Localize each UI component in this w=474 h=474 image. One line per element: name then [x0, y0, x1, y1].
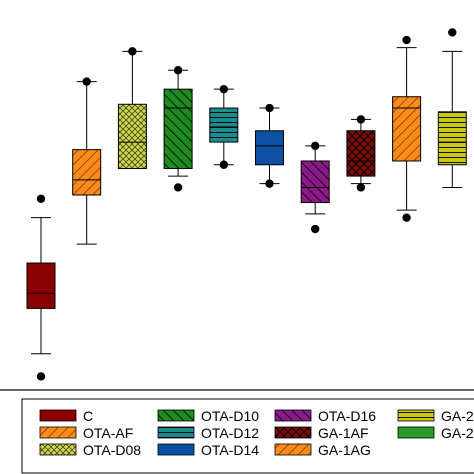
legend-label: GA-2 — [441, 408, 474, 424]
legend-swatch-pattern — [40, 427, 76, 438]
legend-label: GA-1AG — [318, 442, 371, 458]
box-outline — [437, 111, 467, 166]
outlier-point — [265, 103, 274, 113]
box-outline — [346, 130, 376, 177]
legend-item: OTA-D16 — [274, 408, 376, 424]
box-outline — [72, 149, 102, 196]
box-outline — [392, 96, 422, 162]
legend-label: C — [83, 408, 93, 424]
box-ga-1ag — [392, 35, 422, 222]
box-ota-d16 — [300, 141, 330, 234]
box-outline — [209, 107, 239, 143]
legend-swatch-outline — [157, 409, 195, 422]
box-body — [255, 130, 284, 165]
box-outline — [163, 88, 193, 170]
outlier-point — [402, 35, 411, 45]
outlier-point — [356, 115, 366, 124]
legend-swatch-outline — [157, 443, 195, 456]
legend-item: GA-2 — [397, 408, 474, 424]
outlier-point — [128, 47, 137, 56]
legend-swatch-pattern — [275, 444, 311, 455]
legend-label: OTA-D12 — [201, 425, 259, 441]
legend-swatch-pattern — [158, 427, 194, 438]
legend-item: GA-1AG — [274, 442, 371, 458]
legend-label: OTA-D08 — [83, 442, 141, 458]
box-ota-d12 — [209, 84, 239, 169]
legend-swatch-pattern — [275, 410, 311, 421]
outlier-point — [356, 183, 366, 192]
box-body — [27, 263, 55, 309]
legend-label: OTA-AF — [83, 425, 133, 441]
boxes-layer — [26, 28, 467, 381]
legend-item: OTA-AF — [39, 425, 133, 441]
legend-swatch-outline — [39, 443, 77, 456]
outlier-point — [311, 141, 320, 151]
legend-item: OTA-D14 — [157, 442, 259, 458]
legend-swatch-outline — [157, 426, 195, 439]
box-c — [26, 194, 56, 381]
box-outline — [26, 262, 56, 309]
plot-frame — [0, 389, 474, 391]
outlier-point — [448, 28, 457, 37]
box-pattern — [301, 160, 330, 203]
legend-swatch-pattern — [40, 444, 76, 455]
legend-label: OTA-D16 — [318, 408, 376, 424]
box-pattern — [346, 130, 375, 177]
outlier-point — [219, 160, 228, 169]
legend-swatch — [158, 444, 194, 455]
legend-swatch — [398, 427, 434, 438]
legend-item: OTA-D08 — [39, 442, 141, 458]
legend-swatch-outline — [274, 426, 312, 439]
legend-swatch-outline — [39, 409, 77, 422]
box-outline — [255, 130, 284, 166]
legend-label: GA-2 — [441, 425, 474, 441]
outlier-point — [402, 213, 411, 222]
box-pattern — [209, 108, 238, 143]
box-pattern — [72, 149, 101, 195]
box-pattern — [392, 96, 421, 161]
legend-item: C — [39, 408, 93, 424]
box-ota-af — [72, 77, 102, 245]
outlier-point — [36, 194, 46, 203]
legend-swatch-outline — [397, 409, 435, 422]
outlier-point — [219, 84, 228, 94]
legend-swatch — [40, 410, 76, 421]
outlier-point — [82, 77, 91, 86]
box-pattern — [438, 111, 467, 165]
box-ga-1af — [346, 115, 376, 192]
legend-item: GA-1AF — [274, 425, 369, 441]
box-ota-d14 — [255, 103, 284, 188]
outlier-point — [36, 372, 46, 381]
legend-item: OTA-D12 — [157, 425, 259, 441]
legend-swatch-outline — [39, 426, 77, 439]
legend-swatch-pattern — [275, 427, 311, 438]
outlier-point — [173, 66, 183, 75]
legend-label: GA-1AF — [318, 425, 369, 441]
legend-swatch-pattern — [158, 410, 194, 421]
box-ota-d08 — [117, 47, 147, 170]
box-outline — [117, 103, 147, 170]
legend-label: OTA-D10 — [201, 408, 259, 424]
legend-swatch-outline — [274, 443, 312, 456]
outlier-point — [311, 224, 320, 234]
legend-swatch-pattern — [398, 410, 434, 421]
outlier-point — [265, 179, 274, 188]
box-ota-d10 — [163, 66, 193, 192]
outlier-point — [173, 183, 183, 192]
legend-item: OTA-D10 — [157, 408, 259, 424]
box-pattern — [164, 89, 193, 169]
box-ga-2 — [437, 28, 467, 188]
legend-item: GA-2 — [397, 425, 474, 441]
box-pattern — [118, 104, 147, 169]
legend-swatch-outline — [397, 426, 435, 439]
legend-label: OTA-D14 — [201, 442, 259, 458]
box-outline — [300, 160, 330, 204]
legend-swatch-outline — [274, 409, 312, 422]
